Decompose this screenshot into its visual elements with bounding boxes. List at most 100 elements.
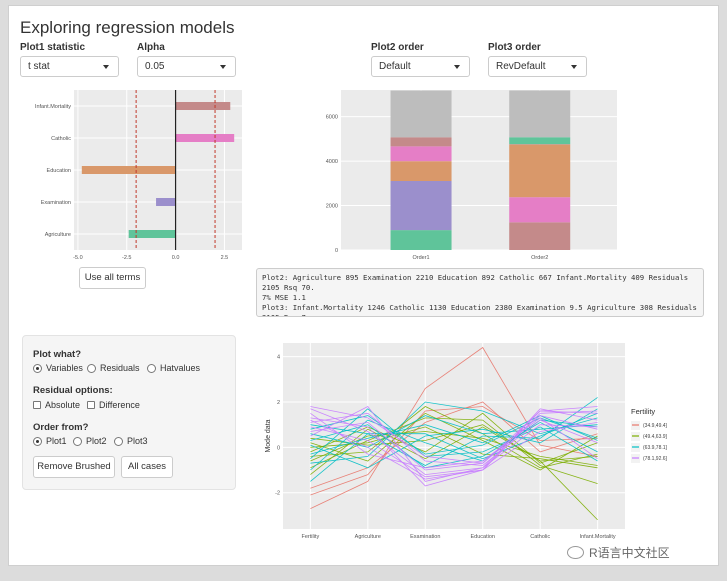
plot1-statistic-value: t stat [28, 61, 50, 72]
chat-bubble-icon [567, 546, 584, 559]
plot3-y-tick-labels: -2 0 2 4 [275, 355, 280, 497]
legend-entry-label: (78.1,92.6] [643, 456, 668, 462]
plot3-series-line [310, 431, 598, 466]
plot3-series-line [310, 426, 598, 521]
plot3-order-value: RevDefault [496, 61, 546, 72]
plot3-lines [310, 346, 598, 521]
radio-variables-label: Variables [46, 363, 83, 373]
legend-entry-label: (63.9,78.1] [643, 445, 668, 451]
radio-variables[interactable]: Variables [33, 363, 83, 373]
plot2-y-tick-label: 6000 [326, 115, 338, 121]
plot2-order-select[interactable]: Default [371, 56, 470, 77]
checkbox-difference[interactable]: Difference [87, 400, 140, 410]
plot3-series-line [310, 412, 598, 471]
plot3-gridlines [283, 343, 625, 529]
plot2-bar-segment [390, 137, 452, 147]
radio-selected-icon [33, 436, 42, 446]
alpha-label: Alpha [137, 42, 165, 53]
checkbox-absolute[interactable]: Absolute [33, 400, 80, 410]
residual-options-label: Residual options: [33, 385, 113, 396]
plot3-series-line [310, 412, 598, 466]
plot2-bar-segment [509, 222, 571, 250]
plot1-x-tick-labels: -5.0 -2.5 0.0 2.5 [73, 255, 228, 261]
order-from-label: Order from? [33, 422, 89, 433]
radio-hatvalues[interactable]: Hatvalues [147, 363, 200, 373]
plot2-bar-segment [509, 90, 571, 138]
radio-residuals[interactable]: Residuals [87, 363, 140, 373]
plot3-order-select[interactable]: RevDefault [488, 56, 587, 77]
plot2-bar-segment [509, 197, 571, 223]
remove-brushed-button[interactable]: Remove Brushed [33, 456, 115, 478]
plot2-bar-segment [390, 90, 452, 138]
radio-plot1[interactable]: Plot1 [33, 436, 67, 446]
plot3-x-tick-label: Examination [410, 534, 440, 540]
plot2-bar-segment [390, 161, 452, 181]
radio-plot3[interactable]: Plot3 [114, 436, 148, 446]
plot1-bar [128, 230, 176, 238]
plot1-bar [175, 134, 235, 142]
plot3-y-tick-label: 2 [277, 400, 280, 406]
plot1-bars [81, 90, 235, 250]
checkbox-icon [33, 401, 41, 409]
plot3-series-line [310, 408, 598, 476]
plot2-stacked-bar-chart[interactable]: 0 2000 4000 6000 Order1 Order2 [311, 86, 621, 264]
model-summary-output: Plot2: Agriculture 895 Examination 2210 … [256, 268, 704, 317]
plot1-coefficient-chart[interactable]: Infant.Mortality Catholic Education Examina… [14, 86, 246, 264]
plot3-series-line [310, 415, 598, 455]
plot3-x-tick-labels: Fertility Agriculture Examination Education… [301, 534, 615, 540]
plot1-critical-lines [135, 90, 216, 250]
plot3-series-line [310, 401, 598, 489]
chevron-down-icon [103, 65, 109, 69]
checkbox-difference-label: Difference [99, 400, 140, 410]
plot3-series-line [310, 415, 598, 448]
app-page: Exploring regression models Plot1 statis… [8, 5, 719, 566]
plot1-category-label: Agriculture [45, 232, 71, 238]
plot3-y-tick-label: -2 [275, 491, 280, 497]
radio-icon [114, 436, 123, 446]
chevron-down-icon [571, 65, 577, 69]
use-all-terms-button[interactable]: Use all terms [79, 267, 146, 289]
checkbox-absolute-label: Absolute [45, 400, 81, 410]
plot1-bar [81, 166, 176, 174]
chevron-down-icon [220, 65, 226, 69]
plot3-x-tick-label: Agriculture [355, 534, 381, 540]
plot3-series-line [310, 401, 598, 464]
plot2-x-tick-label: Order1 [412, 255, 429, 261]
plot1-bar [175, 102, 231, 110]
plot1-statistic-label: Plot1 statistic [20, 42, 86, 53]
plot2-y-tick-label: 2000 [326, 204, 338, 210]
plot2-y-tick-labels: 0 2000 4000 6000 [326, 115, 338, 254]
plot1-statistic-select[interactable]: t stat [20, 56, 119, 77]
alpha-value: 0.05 [145, 61, 165, 72]
plot3-series-line [310, 410, 598, 487]
plot1-x-tick-label: 0.0 [172, 255, 180, 261]
radio-icon [73, 436, 82, 446]
legend-entry-label: (49.4,63.9] [643, 434, 668, 440]
plot3-series-line [310, 415, 598, 455]
checkbox-icon [87, 401, 95, 409]
plot-what-label: Plot what? [33, 349, 82, 360]
watermark-text: R语言中文社区 [589, 546, 670, 560]
plot1-bar [156, 198, 176, 206]
plot2-bar-segment [390, 181, 452, 231]
plot1-category-label: Infant.Mortality [35, 104, 71, 110]
alpha-select[interactable]: 0.05 [137, 56, 236, 77]
plot3-series-line [310, 419, 598, 480]
options-panel: Plot what? Variables Residuals Hatvalues… [22, 335, 236, 490]
plot3-x-tick-label: Fertility [301, 534, 319, 540]
radio-plot1-label: Plot1 [46, 436, 67, 446]
radio-selected-icon [33, 363, 42, 373]
plot3-series-line [310, 408, 598, 469]
plot3-series-line [310, 406, 598, 464]
plot3-x-tick-label: Catholic [530, 534, 550, 540]
plot3-parallel-coordinates-chart[interactable]: -2 0 2 4 Fertility Agriculture Examination Edu… [249, 337, 711, 547]
plot1-category-label: Examination [41, 200, 71, 206]
legend-entry-label: (34.9,49.4] [643, 423, 668, 429]
plot1-category-label: Education [47, 168, 71, 174]
all-cases-button[interactable]: All cases [121, 456, 173, 478]
plot3-x-tick-label: Infant.Mortality [580, 534, 616, 540]
plot2-bar-segment [390, 230, 452, 250]
radio-plot2[interactable]: Plot2 [73, 436, 107, 446]
plot2-bar-segment [390, 146, 452, 162]
plot2-x-tick-labels: Order1 Order2 [412, 255, 548, 261]
